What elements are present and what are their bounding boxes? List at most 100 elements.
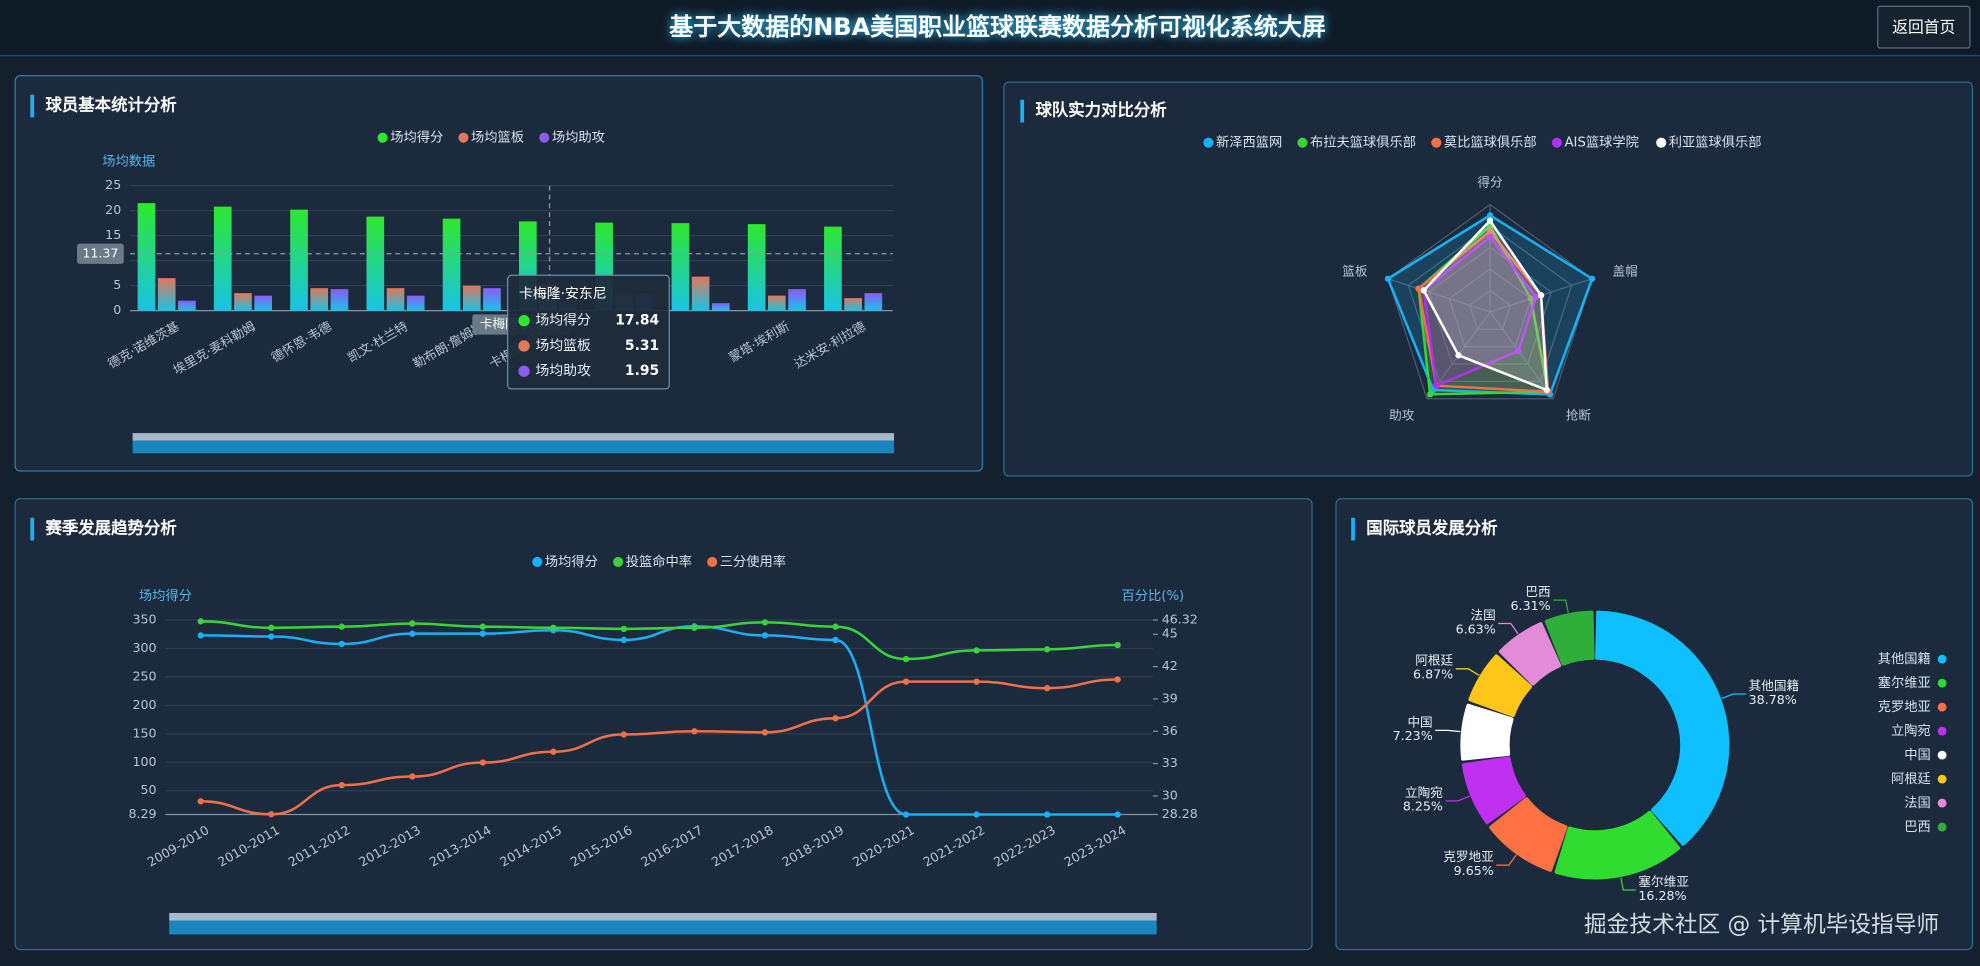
panel-title: 球队实力对比分析 <box>1035 101 1166 120</box>
line-point <box>409 630 416 637</box>
bar <box>213 206 232 311</box>
bar <box>711 303 730 311</box>
legend-marker <box>613 556 624 567</box>
legend-marker <box>539 132 550 143</box>
line-point <box>902 678 910 685</box>
legend-marker <box>458 132 469 143</box>
line-point <box>761 619 769 626</box>
radar-indicator: 得分 <box>1477 175 1503 190</box>
donut-segment <box>1489 797 1568 872</box>
radar-point <box>1532 293 1540 301</box>
tooltip-value: 5.31 <box>625 338 659 354</box>
leader-line <box>1721 693 1747 699</box>
legend-marker <box>707 556 718 567</box>
legend-marker <box>1203 137 1214 148</box>
zoom-slider-track[interactable] <box>169 920 1157 935</box>
line-point <box>832 636 839 644</box>
leader-line <box>1455 668 1480 676</box>
tooltip-marker <box>518 340 530 352</box>
radar-point <box>1486 233 1494 240</box>
tooltip-title: 卡梅隆·安东尼 <box>519 286 607 302</box>
y-tick-label: 0 <box>113 302 121 317</box>
legend-label: 利亚篮球俱乐部 <box>1669 135 1762 151</box>
leader-line <box>1498 622 1519 635</box>
legend-label: 新泽西篮网 <box>1216 135 1282 151</box>
bar <box>366 216 385 311</box>
radar-point <box>1527 295 1535 302</box>
donut-segment <box>1498 622 1562 686</box>
panel <box>1335 498 1974 951</box>
line-point <box>1043 811 1051 818</box>
tooltip-value: 17.84 <box>615 313 659 329</box>
legend-label: 布拉夫篮球俱乐部 <box>1310 135 1416 151</box>
line-series <box>200 620 1118 661</box>
tooltip-marker <box>518 315 530 327</box>
line-point <box>409 773 416 780</box>
line-point <box>268 633 275 640</box>
y2-tick-label: 39 <box>1162 690 1178 705</box>
legend-label: 中国 <box>1904 747 1931 763</box>
leader-line <box>1620 877 1636 891</box>
legend-marker <box>1297 137 1308 148</box>
slice-label: 巴西 <box>1525 584 1550 599</box>
title-accent <box>30 94 35 118</box>
leader-line <box>1496 854 1517 866</box>
zoom-slider[interactable] <box>132 433 895 441</box>
line-point <box>338 640 345 648</box>
radar-spoke <box>1489 311 1554 400</box>
radar-point <box>1426 391 1434 398</box>
y-tick-label: 25 <box>105 177 121 192</box>
line-point <box>1114 811 1121 818</box>
pointer-label: 11.37 <box>82 245 118 260</box>
line-point <box>479 759 486 766</box>
legend-label: 立陶宛 <box>1891 723 1931 739</box>
legend-label: 其他国籍 <box>1878 650 1931 667</box>
y2-tick-label: 28.28 <box>1162 806 1198 821</box>
line-point <box>268 624 275 631</box>
y-tick-label: 5 <box>113 277 121 292</box>
radar-ring <box>1448 268 1532 348</box>
bar <box>234 293 252 311</box>
slice-value: 38.78% <box>1749 692 1797 707</box>
legend-label: 场均得分 <box>545 553 598 570</box>
line-point <box>620 731 628 738</box>
back-button[interactable] <box>1877 5 1971 49</box>
bar <box>844 298 862 311</box>
line-point <box>902 811 910 818</box>
legend-label: 场均助攻 <box>552 130 605 146</box>
back-button-label[interactable]: 返回首页 <box>1892 17 1955 36</box>
y-tick-label: 50 <box>141 782 157 797</box>
legend-marker <box>1551 137 1562 148</box>
radar-point <box>1420 287 1427 294</box>
line-point <box>1043 684 1051 692</box>
radar-point <box>1486 212 1494 219</box>
slice-value: 7.23% <box>1393 728 1433 743</box>
title-accent <box>1351 517 1355 541</box>
legend-label: 三分使用率 <box>720 553 786 570</box>
panel-title: 国际球员发展分析 <box>1366 519 1497 538</box>
line-point <box>479 630 486 637</box>
bar <box>824 226 842 311</box>
radar-point <box>1430 386 1437 394</box>
bar <box>157 278 176 311</box>
bar <box>691 276 710 311</box>
bar <box>406 295 425 311</box>
header-title: 基于大数据的NBA美国职业篮球联赛数据分析可视化系统大屏 <box>669 13 1326 41</box>
radar-spoke <box>1387 278 1491 313</box>
slice-label: 法国 <box>1470 607 1495 622</box>
radar-point <box>1537 292 1545 299</box>
legend-label: 投篮命中率 <box>626 553 692 570</box>
line-point <box>620 625 628 633</box>
donut-segment <box>1595 610 1730 846</box>
slice-label: 其他国籍 <box>1749 678 1799 693</box>
bar <box>788 289 806 311</box>
title-accent <box>30 517 35 541</box>
bar <box>178 300 196 311</box>
zoom-slider-track[interactable] <box>132 440 895 454</box>
bar <box>310 288 329 311</box>
radar-indicator: 盖帽 <box>1613 264 1638 279</box>
y-tick-label: 20 <box>105 202 121 217</box>
zoom-slider[interactable] <box>169 912 1157 921</box>
radar-ring <box>1387 203 1593 400</box>
